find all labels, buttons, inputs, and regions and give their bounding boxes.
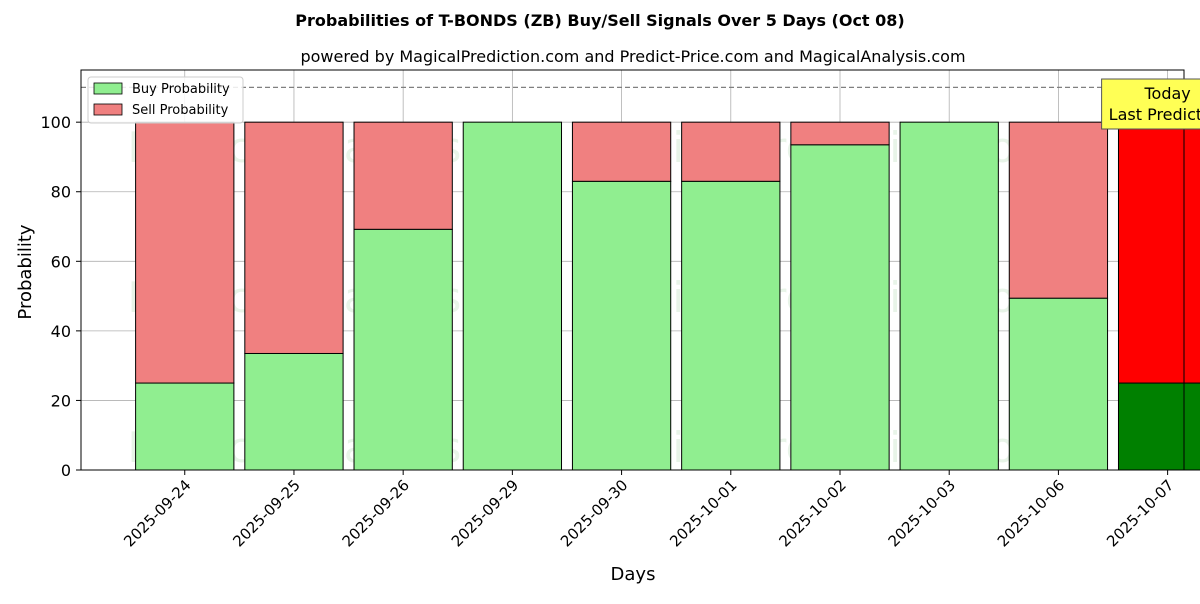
y-tick-label: 0 (61, 461, 71, 480)
y-axis-label: Probability (15, 224, 36, 319)
buy-bar (135, 382, 235, 471)
bars-layer (81, 86, 1200, 471)
legend-box (87, 76, 244, 124)
sell-bar (353, 121, 453, 230)
x-tick-label: 2025-09-26 (339, 476, 413, 550)
annotation-line1: Today (1143, 84, 1190, 103)
sell-bar (135, 121, 235, 384)
y-tick-label: 80 (51, 183, 71, 202)
annotation-box (1101, 78, 1200, 130)
x-tick-label: 2025-10-06 (994, 476, 1068, 550)
chart-subtitle: powered by MagicalPrediction.com and Pre… (300, 47, 965, 66)
legend: Buy Probability Sell Probability (87, 76, 244, 124)
sell-bar (571, 121, 672, 182)
legend-swatch (93, 82, 123, 95)
x-axis-label: Days (611, 564, 656, 585)
legend-swatch (93, 103, 123, 116)
y-tick-label: 60 (51, 252, 71, 271)
plot-frame (80, 69, 1185, 471)
buy-bar (244, 352, 344, 471)
y-tick-label: 40 (51, 322, 71, 341)
buy-bar (571, 180, 672, 471)
buy-bar (899, 121, 999, 471)
buy-bar (681, 180, 781, 471)
buy-bar (1117, 382, 1200, 471)
x-tick-label: 2025-09-29 (448, 476, 522, 550)
x-tick-label: 2025-10-03 (885, 476, 959, 550)
y-tick-label: 20 (51, 391, 71, 410)
sell-bar (1008, 121, 1109, 299)
sell-bar (790, 121, 890, 146)
x-tick-label: 2025-09-24 (120, 476, 194, 550)
sell-bar (681, 121, 781, 182)
x-tick-label: 2025-09-25 (229, 476, 303, 550)
x-tick-label: 2025-09-30 (557, 476, 631, 550)
x-tick-label: 2025-10-02 (775, 476, 849, 550)
buy-bar (790, 144, 890, 471)
sell-bar (244, 121, 344, 354)
x-tick-label: 2025-10-01 (666, 476, 740, 550)
buy-bar (353, 228, 453, 471)
legend-label: Sell Probability (132, 103, 229, 118)
chart-title: Probabilities of T-BONDS (ZB) Buy/Sell S… (295, 11, 904, 30)
today-annotation: Today Last Prediction (1101, 78, 1200, 130)
buy-bar (462, 121, 563, 471)
annotation-line2: Last Prediction (1109, 105, 1200, 124)
sell-bar (1117, 121, 1200, 384)
x-tick-label: 2025-10-07 (1103, 476, 1177, 550)
buy-bar (1008, 297, 1109, 471)
y-tick-label: 100 (40, 113, 71, 132)
legend-label: Buy Probability (132, 82, 230, 97)
